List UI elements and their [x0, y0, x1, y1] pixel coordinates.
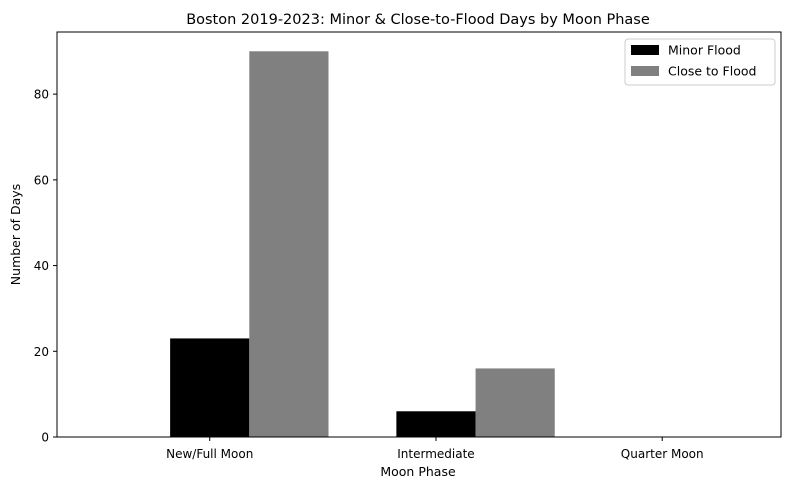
- x-tick-label: New/Full Moon: [166, 447, 253, 461]
- y-tick-label: 0: [41, 431, 49, 445]
- y-tick-label: 40: [34, 259, 49, 273]
- y-axis-label: Number of Days: [8, 184, 23, 285]
- chart-title: Boston 2019-2023: Minor & Close-to-Flood…: [186, 12, 650, 28]
- bar-close-to-flood-0: [249, 51, 329, 438]
- x-axis-label: Moon Phase: [380, 464, 456, 479]
- y-tick-label: 60: [34, 173, 49, 187]
- plot-area: New/Full Moon Intermediate Quarter Moon 0 20…: [34, 51, 704, 461]
- bar-minor-flood-0: [170, 338, 250, 437]
- x-tick-label: Intermediate: [397, 447, 474, 461]
- y-tick-label: 20: [34, 345, 49, 359]
- legend: Minor Flood Close to Flood: [624, 38, 776, 86]
- y-tick-label: 80: [34, 88, 49, 102]
- plot-frame: [56, 31, 782, 438]
- bar-minor-flood-1: [396, 411, 476, 437]
- bar-close-to-flood-1: [475, 368, 555, 437]
- legend-box: [624, 38, 776, 86]
- legend-label: Minor Flood: [668, 43, 741, 58]
- legend-swatch: [631, 66, 659, 76]
- legend-swatch: [631, 45, 659, 55]
- x-tick-label: Quarter Moon: [621, 447, 704, 461]
- legend-label: Close to Flood: [668, 64, 756, 79]
